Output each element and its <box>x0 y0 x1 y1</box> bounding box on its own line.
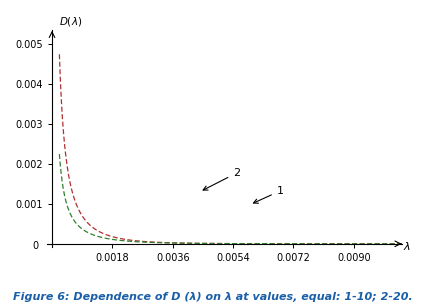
Text: Figure 6: Dependence of D (λ) on λ at values, equal: 1-10; 2-20.: Figure 6: Dependence of D (λ) on λ at va… <box>13 292 413 302</box>
Text: 2: 2 <box>203 168 240 190</box>
Text: 1: 1 <box>253 186 284 203</box>
Text: $D(\lambda)$: $D(\lambda)$ <box>59 15 82 28</box>
Text: $\lambda$: $\lambda$ <box>403 240 411 252</box>
Text: 0: 0 <box>32 241 39 251</box>
